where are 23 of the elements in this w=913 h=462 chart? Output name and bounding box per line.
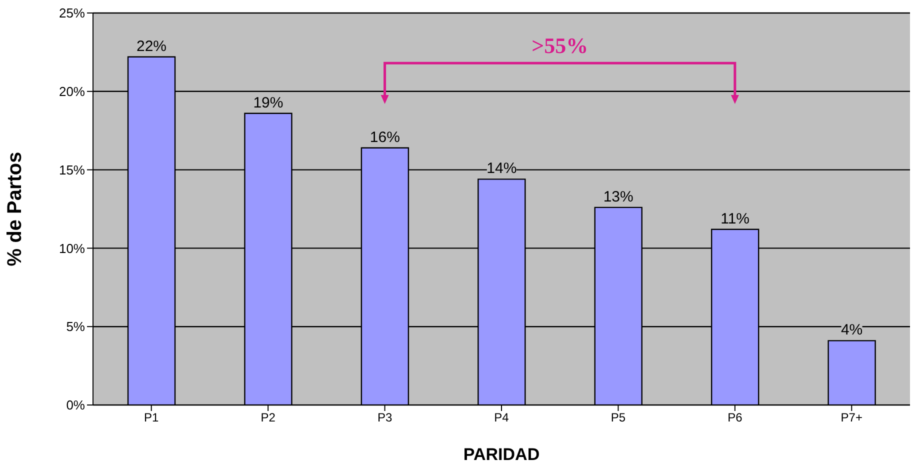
y-tick-label: 25%: [58, 6, 86, 21]
x-tick-label: P3: [377, 410, 392, 425]
x-axis-title: PARIDAD: [463, 445, 540, 462]
data-label: 4%: [840, 322, 863, 339]
y-tick-label: 20%: [58, 84, 86, 100]
y-axis-title: % de Partos: [4, 152, 26, 266]
y-tick-label: 0%: [66, 398, 86, 413]
x-tick-label: P7+: [840, 410, 862, 425]
x-tick-label: P4: [494, 410, 510, 425]
y-tick-label: 5%: [66, 319, 86, 334]
data-label: 14%: [486, 160, 517, 178]
data-label: 19%: [253, 94, 284, 112]
data-label: 11%: [720, 210, 750, 228]
x-tick-label: P1: [144, 410, 160, 425]
data-label: 16%: [370, 128, 400, 146]
y-tick-label: 15%: [58, 162, 86, 178]
y-tick-label: 10%: [58, 240, 86, 256]
annotation: >55%: [532, 33, 588, 58]
x-tick-label: P6: [728, 410, 743, 425]
data-label: 22%: [136, 38, 167, 55]
x-tick-label: P5: [610, 410, 626, 425]
x-tick-label: P2: [260, 410, 276, 425]
data-label: 13%: [603, 188, 634, 206]
